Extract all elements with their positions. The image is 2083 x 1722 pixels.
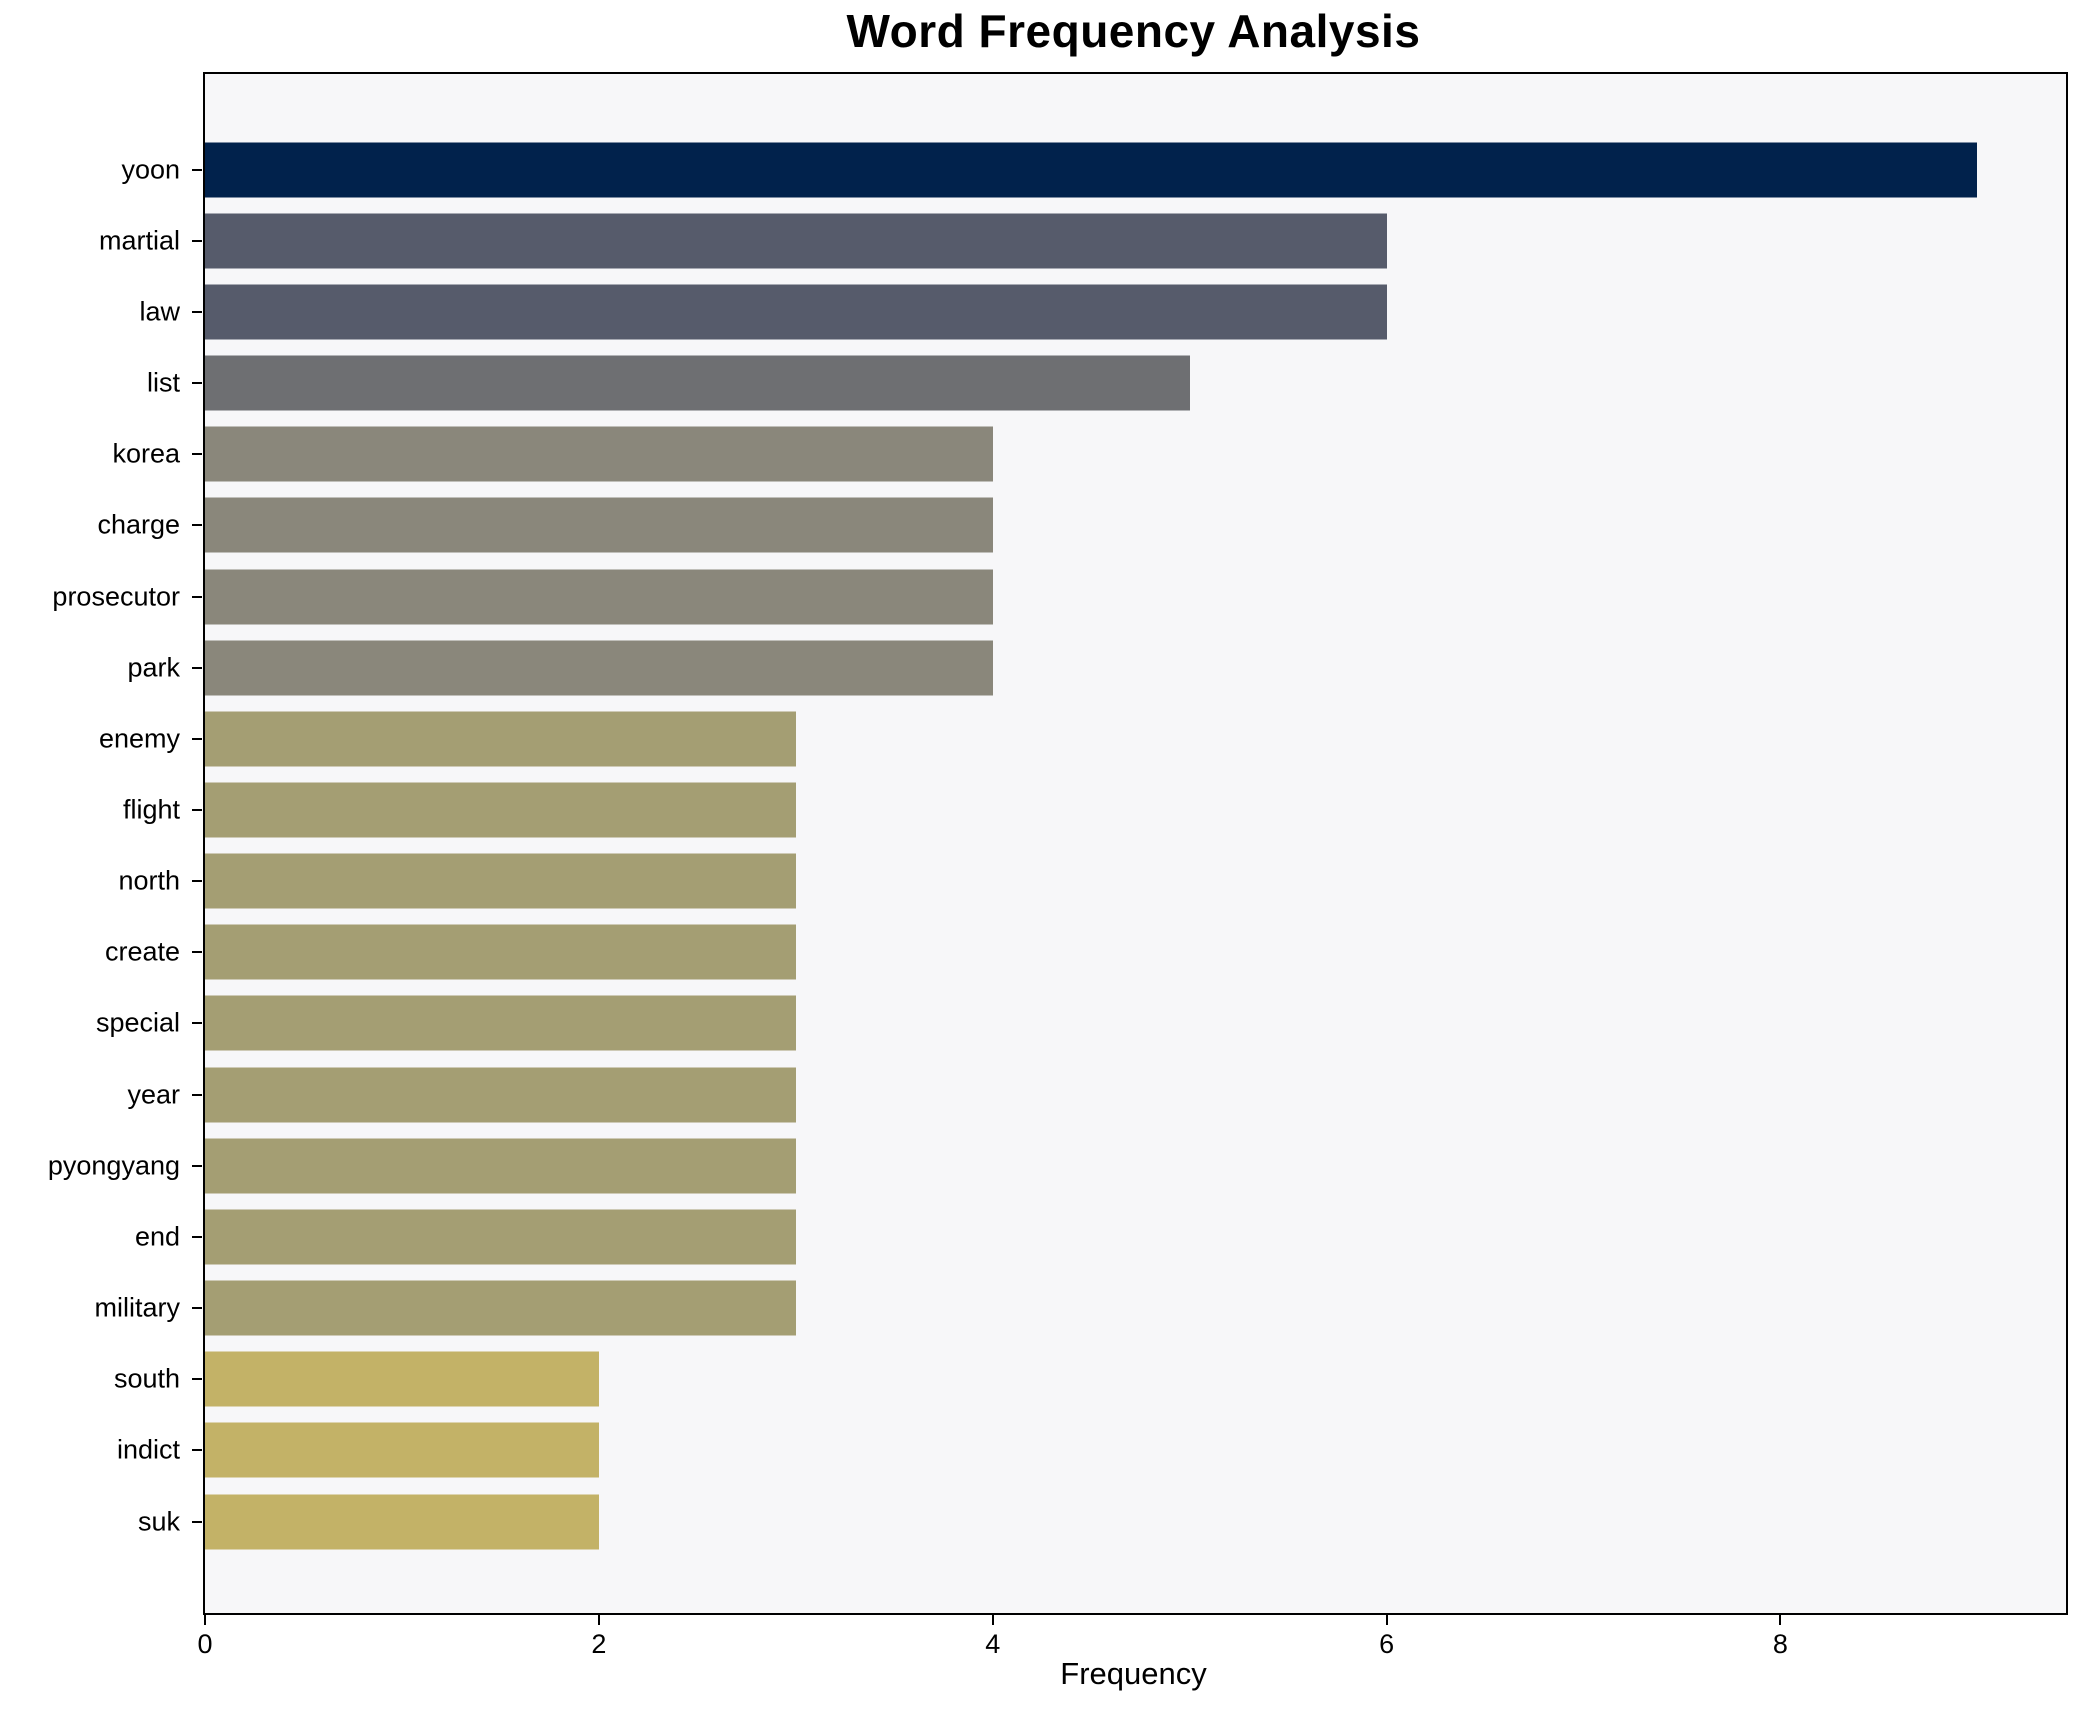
y-tick-label: yoon bbox=[121, 154, 180, 185]
x-tick-label: 0 bbox=[197, 1629, 213, 1659]
y-tick-mark bbox=[192, 453, 202, 456]
bar-row: yoon bbox=[121, 134, 2066, 205]
bar bbox=[205, 1280, 796, 1336]
y-tick-mark bbox=[192, 880, 202, 883]
x-axis-title: Frequency bbox=[1060, 1656, 1207, 1691]
x-tick-mark bbox=[1385, 1615, 1388, 1625]
y-tick-mark bbox=[192, 1449, 202, 1452]
y-tick-label: special bbox=[95, 1007, 180, 1038]
bar bbox=[205, 1494, 599, 1550]
bar bbox=[205, 1422, 599, 1478]
y-tick-label: end bbox=[134, 1221, 180, 1252]
y-tick-label: pyongyang bbox=[47, 1150, 180, 1181]
y-tick-label: korea bbox=[112, 438, 180, 469]
plot-area: yoon martial law list korea charge prosecutor p… bbox=[48, 72, 2068, 1659]
x-tick-mark bbox=[597, 1615, 600, 1625]
y-tick-label: list bbox=[147, 367, 180, 398]
y-tick-mark bbox=[192, 1093, 202, 1096]
bar bbox=[205, 426, 993, 482]
bar-row: create bbox=[105, 917, 2066, 988]
bar-row: martial bbox=[99, 205, 2066, 276]
bar-row: park bbox=[127, 632, 2066, 703]
x-tick-mark bbox=[1779, 1615, 1782, 1625]
y-tick-label: enemy bbox=[98, 723, 180, 754]
y-tick-label: create bbox=[104, 936, 180, 967]
bar-row: military bbox=[95, 1273, 2066, 1344]
y-tick-label: year bbox=[127, 1079, 180, 1110]
y-tick-mark bbox=[192, 168, 202, 171]
bar bbox=[205, 355, 1190, 411]
chart-title: Word Frequency Analysis bbox=[846, 5, 1421, 57]
y-tick-mark bbox=[192, 1520, 202, 1523]
y-tick-mark bbox=[192, 524, 202, 527]
bar-row: suk bbox=[138, 1486, 2066, 1557]
y-tick-label: suk bbox=[137, 1506, 180, 1537]
bar-row: north bbox=[118, 846, 2066, 917]
bar bbox=[205, 1209, 796, 1265]
y-tick-mark bbox=[192, 737, 202, 740]
y-tick-mark bbox=[192, 951, 202, 954]
bar bbox=[205, 924, 796, 980]
y-tick-mark bbox=[192, 1164, 202, 1167]
y-tick-mark bbox=[192, 239, 202, 242]
bar-row: korea bbox=[112, 419, 2066, 490]
bar bbox=[205, 569, 993, 625]
x-tick-mark bbox=[991, 1615, 994, 1625]
bar bbox=[205, 497, 993, 553]
bar-row: pyongyang bbox=[48, 1130, 2066, 1201]
bar bbox=[205, 640, 993, 696]
y-tick-mark bbox=[192, 1307, 202, 1310]
y-tick-label: military bbox=[94, 1292, 181, 1323]
x-tick-mark bbox=[204, 1615, 206, 1625]
x-tick-label: 4 bbox=[985, 1629, 1001, 1659]
bar bbox=[205, 213, 1387, 269]
bars-container: yoon martial law list korea charge prosecutor p… bbox=[48, 74, 2066, 1613]
bar-row: year bbox=[127, 1059, 2066, 1130]
y-tick-label: prosecutor bbox=[52, 581, 180, 612]
x-tick-label: 8 bbox=[1772, 1629, 1788, 1659]
y-tick-mark bbox=[192, 310, 202, 313]
bar-row: prosecutor bbox=[52, 561, 2066, 632]
bar bbox=[205, 1351, 599, 1407]
y-tick-label: north bbox=[118, 865, 180, 896]
bar-row: charge bbox=[97, 490, 2066, 561]
y-tick-mark bbox=[192, 1235, 202, 1238]
bar-row: indict bbox=[117, 1415, 2066, 1486]
bar bbox=[205, 142, 1978, 198]
bar-row: special bbox=[96, 988, 2066, 1059]
bar bbox=[205, 1138, 796, 1194]
y-tick-label: south bbox=[113, 1363, 180, 1394]
y-tick-label: indict bbox=[116, 1434, 180, 1465]
bar-row: enemy bbox=[99, 703, 2066, 774]
bar-row: end bbox=[135, 1201, 2066, 1272]
bar bbox=[205, 711, 796, 767]
y-tick-label: charge bbox=[97, 509, 180, 540]
bar bbox=[205, 995, 796, 1051]
y-tick-mark bbox=[192, 1022, 202, 1025]
y-tick-mark bbox=[192, 666, 202, 669]
x-axis: 0 2 4 6 8 bbox=[197, 1615, 2066, 1659]
bar-row: law bbox=[139, 276, 2066, 347]
x-tick-label: 2 bbox=[591, 1629, 607, 1659]
bar bbox=[205, 1067, 796, 1123]
y-tick-mark bbox=[192, 1378, 202, 1381]
y-tick-mark bbox=[192, 382, 202, 385]
y-tick-mark bbox=[192, 808, 202, 811]
y-tick-label: park bbox=[127, 652, 180, 683]
y-tick-label: law bbox=[139, 296, 180, 327]
bar bbox=[205, 284, 1387, 340]
bar bbox=[205, 782, 796, 838]
y-tick-label: martial bbox=[98, 225, 180, 256]
bar-row: list bbox=[147, 347, 2066, 418]
bar-row: flight bbox=[123, 774, 2066, 845]
y-tick-mark bbox=[192, 595, 202, 598]
bar bbox=[205, 853, 796, 909]
x-tick-label: 6 bbox=[1379, 1629, 1395, 1659]
bar-row: south bbox=[114, 1344, 2066, 1415]
y-tick-label: flight bbox=[122, 794, 180, 825]
